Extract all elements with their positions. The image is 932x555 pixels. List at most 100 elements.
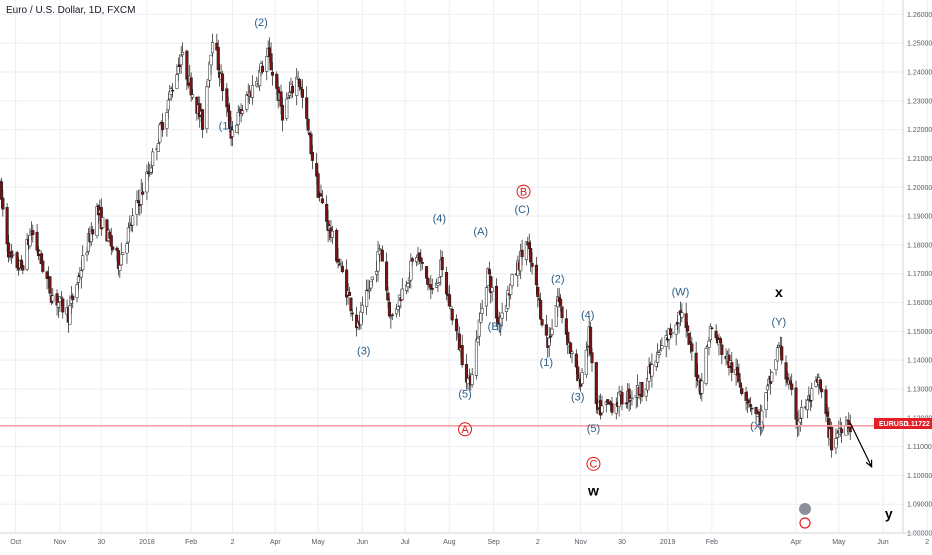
candle-body <box>240 110 245 114</box>
candle-body <box>559 298 563 307</box>
candle-body <box>680 312 684 318</box>
candle-body <box>780 346 784 361</box>
candle-body <box>396 306 400 310</box>
x-tick-label: Nov <box>574 539 587 546</box>
wave-label: (1) <box>540 357 553 369</box>
wave-label: (4) <box>433 213 446 225</box>
wave-label: (5) <box>587 423 600 435</box>
wave-label: (B) <box>488 321 503 333</box>
candle-body <box>305 97 309 119</box>
wave-label: (Y) <box>772 317 787 329</box>
circle-marker <box>586 456 601 471</box>
candle-body <box>765 385 770 391</box>
candle-body <box>118 264 122 271</box>
candle-body <box>708 326 712 341</box>
candle-body <box>436 283 440 286</box>
x-tick-label: 2019 <box>660 539 676 546</box>
wave-label: (A) <box>473 226 488 238</box>
candle-body <box>750 407 754 410</box>
candle-body <box>386 292 390 301</box>
candle-body <box>810 388 814 401</box>
candle-body <box>216 47 220 71</box>
candle-body <box>534 264 538 286</box>
candle-body <box>389 316 393 319</box>
y-tick-label: 1.08000 <box>907 531 932 538</box>
y-tick-label: 1.10000 <box>907 473 932 480</box>
x-tick-label: Oct <box>10 539 21 546</box>
candle-body <box>101 217 105 228</box>
price-tag-value: 1.11722 <box>905 421 930 428</box>
candle-body <box>630 397 634 400</box>
candle-body <box>309 133 313 155</box>
candle-body <box>310 152 314 161</box>
candle-body <box>59 297 63 299</box>
candle-body <box>668 328 673 336</box>
y-tick-label: 1.26000 <box>907 12 932 19</box>
candle-body <box>530 262 534 267</box>
candle-body <box>738 382 742 388</box>
candle-body <box>7 242 11 258</box>
candle-body <box>286 97 290 99</box>
candle-body <box>694 352 698 377</box>
candle-body <box>298 79 302 88</box>
candle-body <box>166 99 170 111</box>
candle-body <box>376 251 380 272</box>
candle-body <box>179 55 183 66</box>
candle-body <box>600 405 604 414</box>
x-tick-label: 2 <box>925 539 929 546</box>
candle-body <box>21 265 25 271</box>
candle-body <box>835 432 839 438</box>
candle-body <box>700 380 704 394</box>
candle-body <box>589 326 593 355</box>
candle-body <box>426 277 430 286</box>
candle-body <box>674 324 678 335</box>
y-tick-label: 1.19000 <box>907 214 932 221</box>
candle-body <box>330 230 334 238</box>
candle-body <box>206 79 210 88</box>
candle-body <box>275 73 279 89</box>
candle-body <box>450 308 454 321</box>
candle-body <box>156 143 160 152</box>
candle-body <box>131 215 135 226</box>
projection-arrow-head <box>865 459 873 468</box>
x-tick-label: Sep <box>487 539 500 546</box>
x-tick-label: Feb <box>706 539 718 546</box>
wave-degree-label: x <box>775 284 783 300</box>
x-tick-label: May <box>312 539 326 546</box>
wave-label: (3) <box>357 345 370 357</box>
wave-label: (5) <box>458 389 471 401</box>
circle-marker <box>458 422 473 437</box>
candle-body <box>171 89 175 92</box>
candle-body <box>290 85 294 94</box>
candle-body <box>245 94 249 110</box>
candle-body <box>369 280 373 289</box>
candle-body <box>35 231 39 251</box>
candle-body <box>479 312 483 323</box>
candle-body <box>349 297 353 312</box>
candle-body <box>574 353 578 368</box>
candle-body <box>529 248 533 263</box>
candle-body <box>28 235 32 247</box>
candle-body <box>550 328 554 335</box>
candle-body <box>788 380 792 385</box>
candle-body <box>125 243 129 254</box>
candle-body <box>169 88 173 95</box>
candle-body <box>444 271 449 295</box>
candle-body <box>175 74 179 89</box>
candle-body <box>454 318 459 332</box>
candle-body <box>191 94 195 98</box>
wave-degree-label: y <box>885 506 893 522</box>
candle-body <box>576 366 580 381</box>
x-tick-label: 30 <box>97 539 105 546</box>
y-tick-label: 1.15000 <box>907 329 932 336</box>
wave-label: (X) <box>750 420 765 432</box>
candle-body <box>748 404 752 407</box>
x-tick-label: Nov <box>54 539 67 546</box>
y-tick-label: 1.09000 <box>907 502 932 509</box>
candle-body <box>790 383 794 390</box>
candle-body <box>81 255 85 271</box>
candle-body <box>419 257 423 262</box>
x-axis: Oct Nov 30 2018 Feb 2 Apr May Jun Jul Aug Sep 2 Nov 30… <box>10 539 929 546</box>
y-tick-label: 1.21000 <box>907 156 932 163</box>
wave-label: (2) <box>551 273 564 285</box>
